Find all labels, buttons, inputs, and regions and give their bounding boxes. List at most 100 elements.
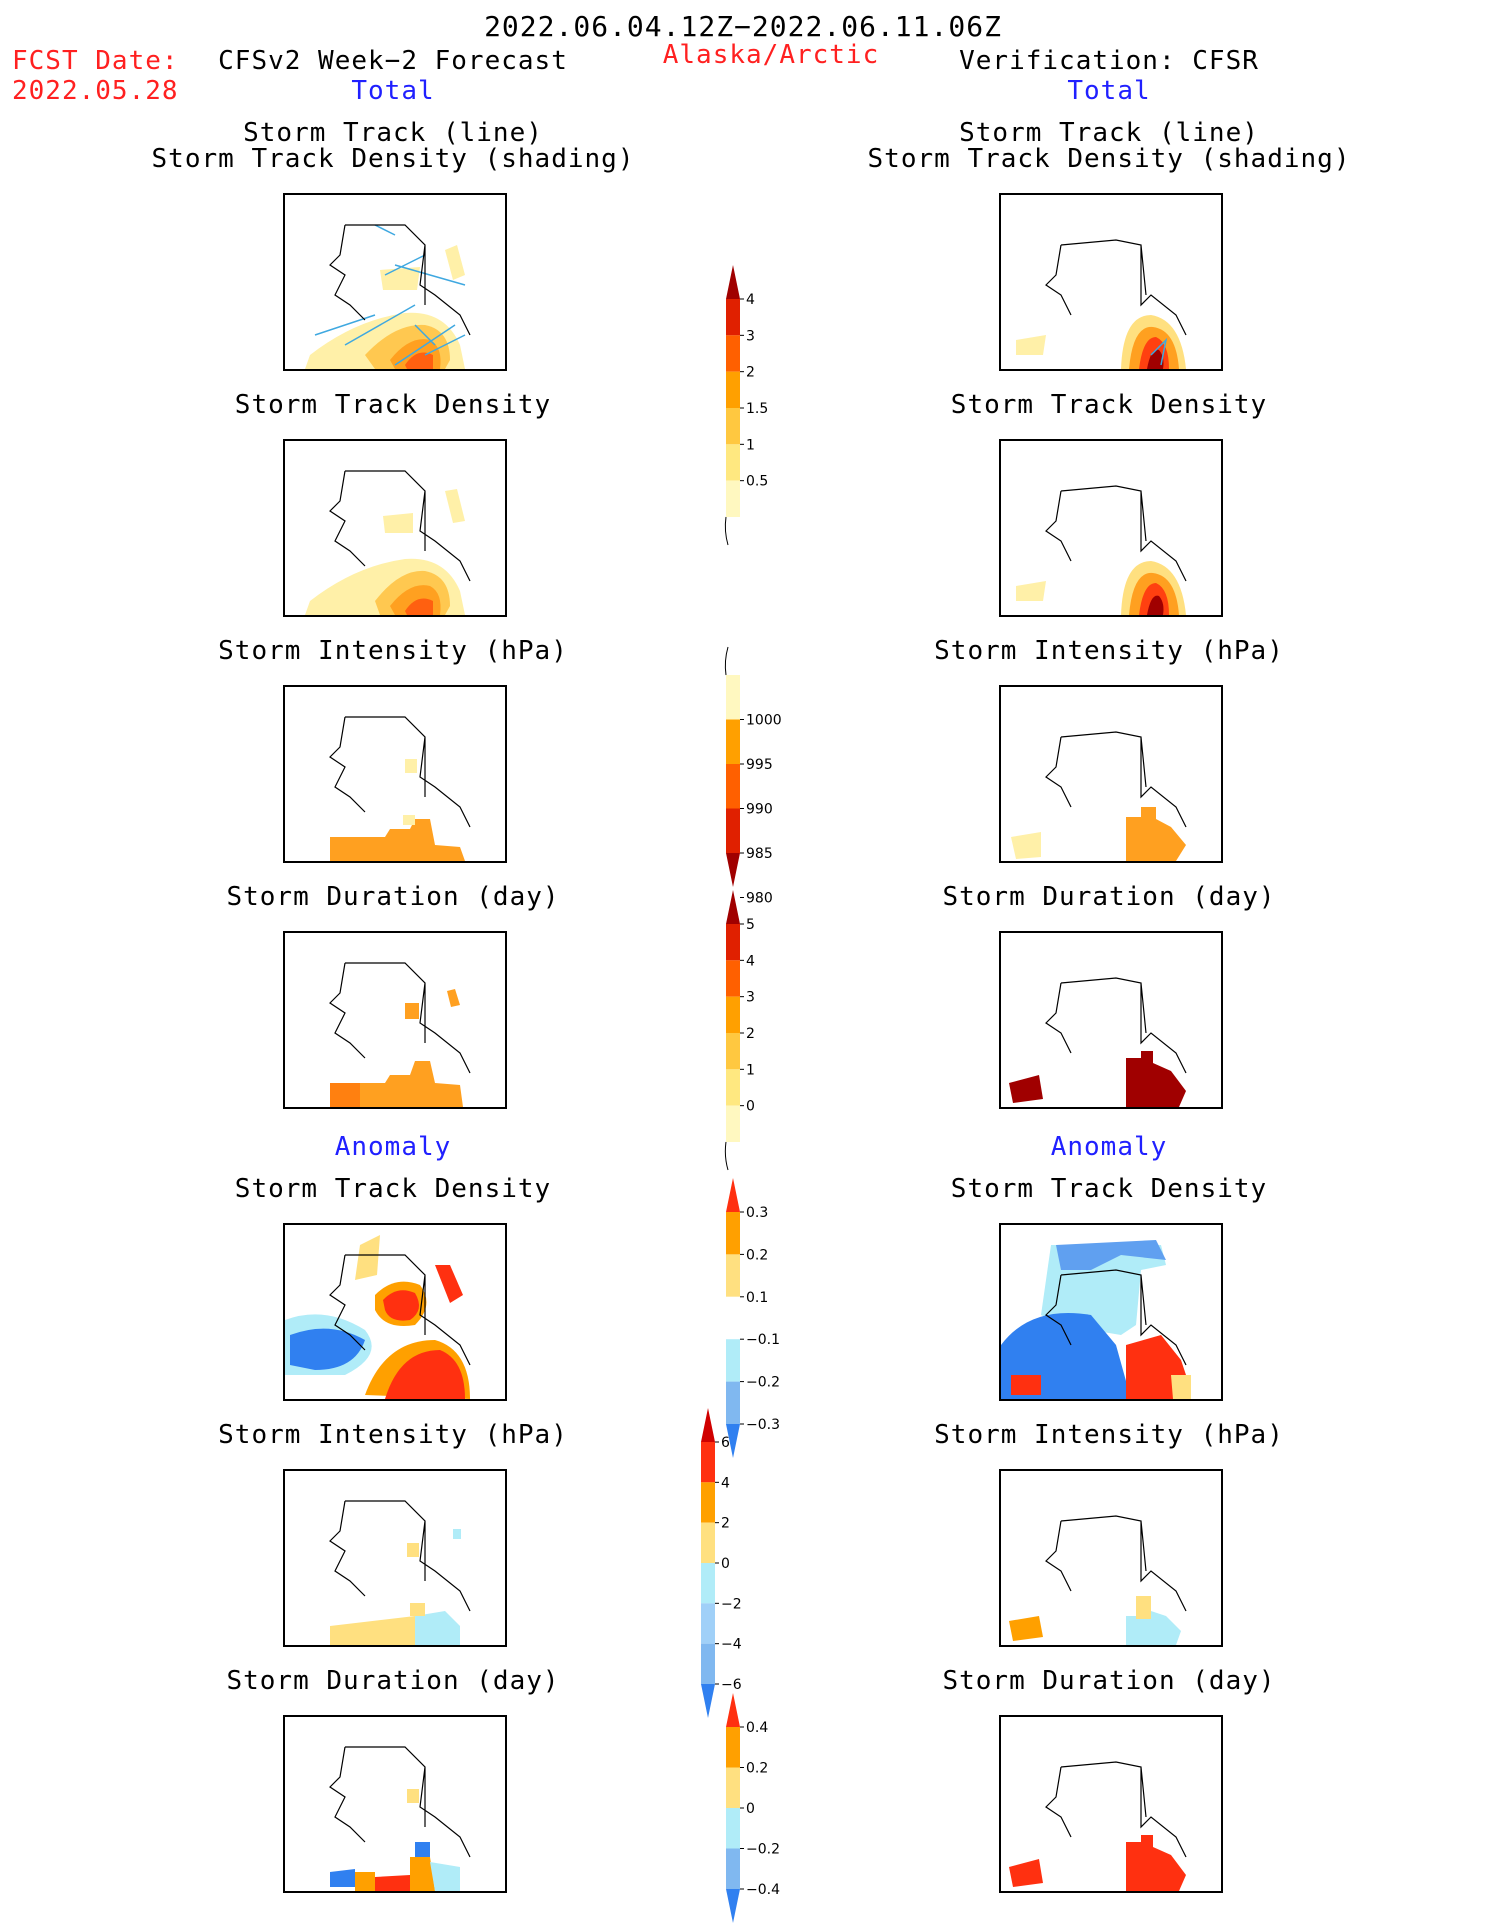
- left-storm-track-map: [283, 193, 507, 371]
- right-anom-density-title: Storm Track Density: [950, 1174, 1268, 1204]
- colorbar-tick-label: −0.2: [746, 1842, 780, 1858]
- colorbar-tick-label: 6: [721, 1435, 730, 1451]
- colorbar-tick-label: 0.5: [746, 474, 768, 490]
- colorbar-tick-label: 2: [746, 365, 755, 381]
- colorbar-tick-label: 0.4: [746, 1720, 768, 1736]
- left-anom-duration-map: [283, 1715, 507, 1893]
- colorbar-segment: [726, 808, 740, 853]
- right-track-shading-title: Storm Track Density (shading): [867, 144, 1351, 174]
- colorbar-tick-label: 5: [746, 917, 755, 933]
- colorbar-segment: [726, 1339, 740, 1382]
- left-intensity-title: Storm Intensity (hPa): [218, 636, 568, 666]
- left-column-title: CFSv2 Week−2 Forecast: [218, 46, 568, 76]
- colorbar-tick-label: 1000: [746, 713, 782, 729]
- date-range-title: 2022.06.04.12Z−2022.06.11.06Z: [484, 10, 1002, 43]
- colorbar-tick-label: 995: [746, 757, 773, 773]
- right-track-line-title: Storm Track (line): [959, 118, 1259, 148]
- colorbar-tick-label: 4: [746, 292, 755, 308]
- colorbar-segment: [726, 675, 740, 720]
- colorbar-segment: [701, 1603, 715, 1644]
- colorbar-segment: [726, 1381, 740, 1424]
- colorbar-tick-label: 1.5: [746, 401, 768, 417]
- left-anomaly-label: Anomaly: [334, 1132, 452, 1162]
- colorbar-segment: [701, 1522, 715, 1563]
- colorbar-segment: [701, 1563, 715, 1604]
- colorbar-tick-label: 985: [746, 846, 773, 862]
- fcst-date-label: FCST Date:: [12, 46, 179, 76]
- colorbar-arrow-bottom: [726, 1424, 740, 1458]
- colorbar-duration: 5 4 3 2 1 0: [720, 890, 800, 1174]
- colorbar-segment: [726, 1033, 740, 1070]
- region-title: Alaska/Arctic: [662, 40, 880, 70]
- colorbar-tick-label: 3: [746, 328, 755, 344]
- colorbar-segment: [726, 1727, 740, 1768]
- colorbar-segment: [726, 1296, 740, 1340]
- colorbar-tick-label: 0.3: [746, 1205, 768, 1221]
- colorbar-tick-label: −0.3: [746, 1417, 780, 1433]
- left-track-shading-title: Storm Track Density (shading): [151, 144, 635, 174]
- colorbar-segment: [726, 1808, 740, 1849]
- colorbar-arrow-top: [701, 1408, 715, 1442]
- colorbar-segment: [726, 1105, 740, 1142]
- colorbar-segment: [701, 1643, 715, 1684]
- colorbar-tick-label: 2: [721, 1516, 730, 1532]
- right-anom-duration-title: Storm Duration (day): [942, 1666, 1276, 1696]
- right-intensity-title: Storm Intensity (hPa): [934, 636, 1284, 666]
- colorbar-tick-label: 0: [746, 1099, 755, 1115]
- left-anom-intensity-title: Storm Intensity (hPa): [218, 1420, 568, 1450]
- colorbar-density: 4 3 2 1.5 1 0.5: [720, 265, 800, 549]
- right-column-title: Verification: CFSR: [959, 46, 1259, 76]
- colorbar-segment: [726, 719, 740, 764]
- right-density-title: Storm Track Density: [950, 390, 1268, 420]
- right-total-label: Total: [1067, 76, 1151, 106]
- colorbar-tick-label: −6: [721, 1677, 742, 1693]
- left-total-label: Total: [351, 76, 435, 106]
- right-anom-duration-map: [999, 1715, 1223, 1893]
- colorbar-tick-label: 0: [721, 1556, 730, 1572]
- left-storm-intensity-map: [283, 685, 507, 863]
- left-density-title: Storm Track Density: [234, 390, 552, 420]
- left-anom-density-map: [283, 1223, 507, 1401]
- colorbar-segment: [726, 1254, 740, 1297]
- left-storm-density-map: [283, 439, 507, 617]
- colorbar-segment: [726, 764, 740, 809]
- colorbar-segment: [726, 480, 740, 517]
- colorbar-tick-label: 1: [746, 437, 755, 453]
- colorbar-tick-label: 990: [746, 802, 773, 818]
- colorbar-tick-label: 0.2: [746, 1247, 768, 1263]
- colorbar-tick-label: 0.2: [746, 1761, 768, 1777]
- colorbar-segment: [726, 408, 740, 445]
- colorbar-intensity: 1000 995 990 985 980: [720, 646, 800, 907]
- colorbar-arrow-top: [726, 890, 740, 924]
- colorbar-anom-density: 0.3 0.2 0.1 −0.1 −0.2 −0.3: [720, 1178, 800, 1462]
- colorbar-tick-label: −0.1: [746, 1332, 780, 1348]
- right-anom-density-map: [999, 1223, 1223, 1401]
- left-track-line-title: Storm Track (line): [243, 118, 543, 148]
- colorbar-segment: [701, 1482, 715, 1523]
- left-storm-duration-map: [283, 931, 507, 1109]
- right-storm-density-map: [999, 439, 1223, 617]
- colorbar-segment: [701, 1442, 715, 1483]
- colorbar-tick-label: −2: [721, 1596, 742, 1612]
- colorbar-tick-label: 4: [746, 953, 755, 969]
- colorbar-segment: [726, 960, 740, 997]
- colorbar-tick-label: −4: [721, 1637, 742, 1653]
- colorbar-tail: [724, 646, 729, 676]
- colorbar-segment: [726, 1767, 740, 1808]
- colorbar-arrow-bottom: [701, 1684, 715, 1718]
- right-storm-intensity-map: [999, 685, 1223, 863]
- left-duration-title: Storm Duration (day): [226, 882, 560, 912]
- colorbar-tick-label: 0.1: [746, 1290, 768, 1306]
- right-anom-intensity-title: Storm Intensity (hPa): [934, 1420, 1284, 1450]
- colorbar-segment: [726, 371, 740, 408]
- colorbar-anom-duration: 0.4 0.2 0 −0.2 −0.4: [720, 1693, 800, 1927]
- fcst-date-value: 2022.05.28: [12, 76, 179, 106]
- colorbar-segment: [726, 1069, 740, 1106]
- colorbar-segment: [726, 924, 740, 961]
- right-storm-track-map: [999, 193, 1223, 371]
- colorbar-segment: [726, 335, 740, 372]
- colorbar-arrow-top: [726, 1178, 740, 1212]
- colorbar-tail: [724, 1141, 729, 1171]
- right-anom-intensity-map: [999, 1469, 1223, 1647]
- colorbar-arrow-bottom: [726, 853, 740, 887]
